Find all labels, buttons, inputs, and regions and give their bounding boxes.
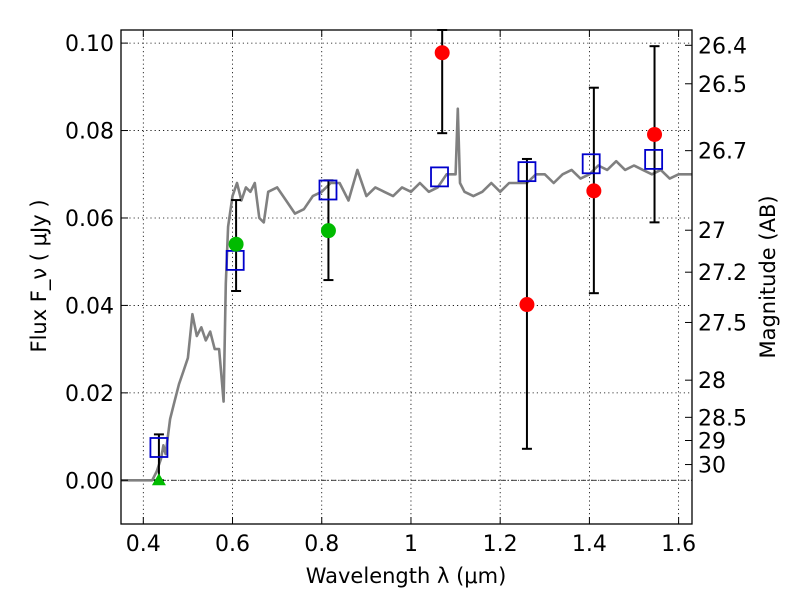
x-tick-label: 0.8: [304, 532, 339, 557]
model-point-square: [517, 161, 537, 183]
x-axis-title: Wavelength λ (μm): [306, 564, 507, 588]
red-data-point: [647, 126, 663, 142]
green-triangle-point: [151, 473, 166, 486]
right-axis-tick-label: 27: [698, 219, 726, 244]
red-data-point: [519, 297, 535, 313]
y-tick-label: 0.08: [65, 120, 114, 145]
x-tick-label: 1.2: [483, 532, 518, 557]
observed-points-layer: [151, 45, 663, 486]
tick-label-layer: 0.4 0.6 0.8 1 1.2 1.4 1.6 0.00 0.02 0.04 0.06 0.08 0…: [65, 32, 747, 557]
right-axis-tick-label: 28: [698, 369, 726, 394]
x-tick-label: 0.6: [215, 532, 250, 557]
model-point-square: [644, 149, 664, 170]
plot-frame: [120, 29, 693, 525]
right-axis-title: Magnitude (AB): [756, 195, 780, 358]
model-point-square: [581, 153, 601, 175]
right-axis-tick-label: 27.5: [698, 311, 747, 336]
y-tick-label: 0.10: [65, 32, 114, 57]
right-axis-tick-label: 26.4: [698, 34, 747, 59]
right-axis-tick-label: 26.5: [698, 73, 747, 98]
model-spectrum-layer: [121, 107, 692, 482]
red-data-point: [586, 183, 602, 199]
x-tick-label: 1.4: [572, 532, 607, 557]
right-axis-tick-label: 27.2: [698, 261, 747, 286]
x-tick-label: 0.4: [126, 532, 161, 557]
model-spectrum-line: [121, 107, 692, 482]
right-axis-tick-label: 29: [698, 430, 726, 455]
model-point-square: [149, 437, 169, 458]
y-tick-label: 0.06: [65, 207, 114, 232]
y-tick-label: 0.04: [65, 294, 114, 319]
right-axis-tick-label: 26.7: [698, 140, 747, 165]
model-point-square: [318, 179, 338, 201]
right-axis-tick-label: 30: [698, 454, 726, 479]
x-tick-label: 1: [404, 532, 418, 557]
y-tick-label: 0.00: [65, 469, 114, 494]
grid: [121, 30, 692, 524]
y-axis-title: Flux F_ν ( μJy ): [27, 199, 52, 352]
model-point-square: [430, 166, 449, 188]
y-tick-label: 0.02: [65, 382, 114, 407]
x-tick-label: 1.6: [661, 532, 696, 557]
right-axis-tick-label: 28.5: [698, 406, 747, 431]
green-data-point: [228, 236, 244, 252]
red-data-point: [434, 45, 450, 61]
tick-layer: [121, 30, 692, 524]
green-data-point: [320, 223, 336, 239]
